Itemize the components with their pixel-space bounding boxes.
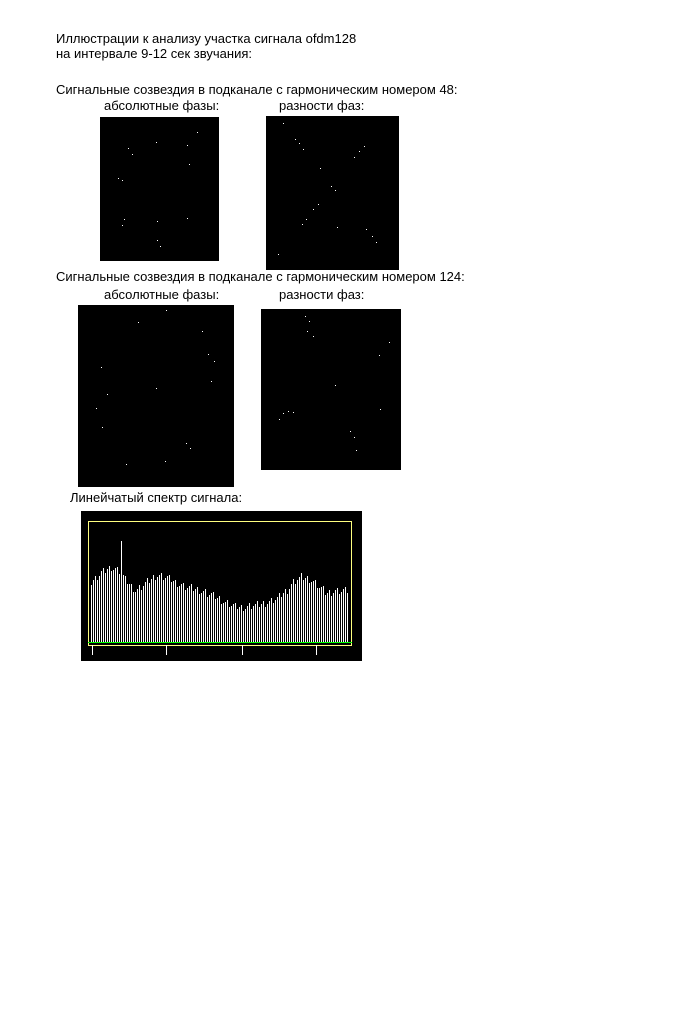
constellation-124-abs-svg [96,310,215,465]
document-title-line2: на интервале 9-12 сек звучания: [56,46,252,61]
document-title-line1: Иллюстрации к анализу участка сигнала of… [56,31,357,46]
constellation-48-absolute-phases [100,117,219,261]
constellation-48-diff-svg [278,123,377,255]
line-spectrum-plot [81,511,362,661]
section-124-diff-label: разности фаз: [279,287,365,302]
spectrum-title: Линейчатый спектр сигнала: [70,490,243,505]
section-124-abs-label: абсолютные фазы: [104,287,220,302]
constellation-124-absolute-phases [78,305,234,487]
constellation-124-diff-svg [279,316,390,451]
section-48-diff-label: разности фаз: [279,98,365,113]
line-spectrum-svg [88,521,352,655]
section-124-title: Сигнальные созвездия в подканале с гармо… [56,269,465,284]
constellation-48-abs-svg [118,132,198,247]
constellation-124-phase-differences [261,309,401,470]
spectrum-frame [88,521,352,646]
constellation-48-phase-differences [266,116,399,270]
section-48-title: Сигнальные созвездия в подканале с гармо… [56,82,458,97]
section-48-abs-label: абсолютные фазы: [104,98,220,113]
